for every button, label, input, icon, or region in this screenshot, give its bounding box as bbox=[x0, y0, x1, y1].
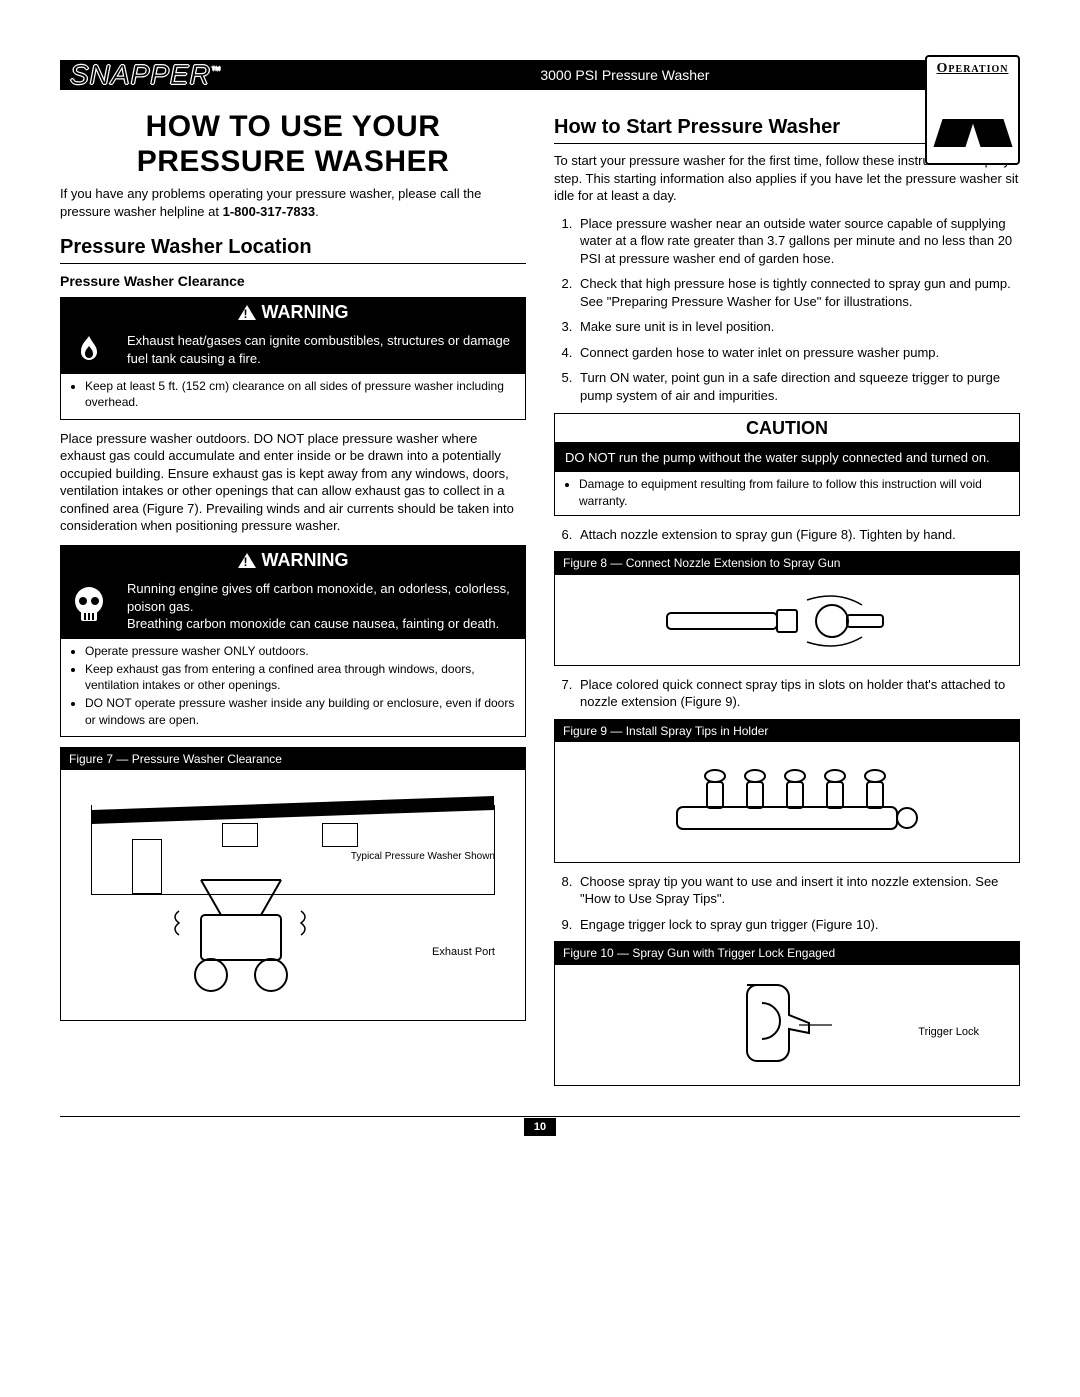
start-steps-7: Place colored quick connect spray tips i… bbox=[554, 676, 1020, 711]
product-title: 3000 PSI Pressure Washer bbox=[230, 66, 1020, 85]
section-location-heading: Pressure Washer Location bbox=[60, 234, 526, 264]
step-7: Place colored quick connect spray tips i… bbox=[576, 676, 1020, 711]
warning-clearance-box: WARNING Exhaust heat/gases can ignite co… bbox=[60, 297, 526, 420]
warning-co-bullet: DO NOT operate pressure washer inside an… bbox=[85, 695, 515, 727]
fire-icon bbox=[61, 326, 117, 374]
step-4: Connect garden hose to water inlet on pr… bbox=[576, 344, 1020, 362]
step-6: Attach nozzle extension to spray gun (Fi… bbox=[576, 526, 1020, 544]
step-3: Make sure unit is in level position. bbox=[576, 318, 1020, 336]
figure-8-caption: Figure 8 — Connect Nozzle Extension to S… bbox=[555, 552, 1019, 574]
operation-badge: Operation bbox=[925, 55, 1020, 165]
warning-clearance-text: Exhaust heat/gases can ignite combustibl… bbox=[117, 326, 525, 374]
brand-text: SNAPPER bbox=[70, 59, 211, 90]
step-9: Engage trigger lock to spray gun trigger… bbox=[576, 916, 1020, 934]
brand-logo: SNAPPER™ bbox=[60, 56, 230, 94]
page-footer: 10 bbox=[60, 1116, 1020, 1137]
page-number: 10 bbox=[524, 1118, 556, 1137]
step-2: Check that high pressure hose is tightly… bbox=[576, 275, 1020, 310]
caution-bullets: Damage to equipment resulting from failu… bbox=[555, 472, 1019, 514]
operation-badge-icon bbox=[938, 97, 1008, 147]
header-bar: SNAPPER™ 3000 PSI Pressure Washer bbox=[60, 60, 1020, 90]
figure-7-body: Typical Pressure Washer Shown Exhaust Po… bbox=[61, 770, 525, 1020]
subsection-clearance-heading: Pressure Washer Clearance bbox=[60, 272, 526, 291]
intro-suffix: . bbox=[315, 204, 319, 219]
page-title: HOW TO USE YOUR PRESSURE WASHER bbox=[60, 110, 526, 179]
warning-co-text-2: Breathing carbon monoxide can cause naus… bbox=[127, 616, 499, 631]
caution-text: DO NOT run the pump without the water su… bbox=[555, 443, 1019, 473]
warning-triangle-icon bbox=[238, 305, 256, 320]
figure-9: Figure 9 — Install Spray Tips in Holder bbox=[554, 719, 1020, 863]
figure-7-caption: Figure 7 — Pressure Washer Clearance bbox=[61, 748, 525, 770]
trademark: ™ bbox=[211, 66, 222, 77]
warning-co-bullets: Operate pressure washer ONLY outdoors. K… bbox=[61, 639, 525, 736]
figure-9-body bbox=[555, 742, 1019, 862]
caution-bullet: Damage to equipment resulting from failu… bbox=[579, 476, 1009, 508]
figure-8-body bbox=[555, 575, 1019, 665]
start-steps-1-5: Place pressure washer near an outside wa… bbox=[554, 215, 1020, 405]
start-steps-6: Attach nozzle extension to spray gun (Fi… bbox=[554, 526, 1020, 544]
warning-co-head: WARNING bbox=[61, 546, 525, 574]
warning-triangle-icon bbox=[238, 553, 256, 568]
placement-paragraph: Place pressure washer outdoors. DO NOT p… bbox=[60, 430, 526, 535]
left-column: HOW TO USE YOUR PRESSURE WASHER If you h… bbox=[60, 110, 526, 1096]
warning-co-box: WARNING Running engine gives off carbon … bbox=[60, 545, 526, 737]
figure-7-label-exhaust: Exhaust Port bbox=[432, 945, 495, 960]
intro-paragraph: If you have any problems operating your … bbox=[60, 185, 526, 220]
step-5: Turn ON water, point gun in a safe direc… bbox=[576, 369, 1020, 404]
warning-co-label: WARNING bbox=[262, 548, 349, 572]
warning-co-bullet: Operate pressure washer ONLY outdoors. bbox=[85, 643, 515, 659]
skull-icon bbox=[61, 574, 117, 639]
start-steps-8-9: Choose spray tip you want to use and ins… bbox=[554, 873, 1020, 934]
warning-clearance-head: WARNING bbox=[61, 298, 525, 326]
figure-8: Figure 8 — Connect Nozzle Extension to S… bbox=[554, 551, 1020, 665]
figure-7: Figure 7 — Pressure Washer Clearance bbox=[60, 747, 526, 1021]
figure-10-body: Trigger Lock bbox=[555, 965, 1019, 1085]
figure-10-label-trigger: Trigger Lock bbox=[918, 1025, 979, 1040]
step-8: Choose spray tip you want to use and ins… bbox=[576, 873, 1020, 908]
warning-clearance-bullet: Keep at least 5 ft. (152 cm) clearance o… bbox=[85, 378, 515, 410]
warning-clearance-label: WARNING bbox=[262, 300, 349, 324]
step-1: Place pressure washer near an outside wa… bbox=[576, 215, 1020, 268]
warning-clearance-bullets: Keep at least 5 ft. (152 cm) clearance o… bbox=[61, 374, 525, 418]
helpline-phone: 1-800-317-7833 bbox=[223, 204, 316, 219]
warning-co-bullet: Keep exhaust gas from entering a confine… bbox=[85, 661, 515, 693]
figure-10-caption: Figure 10 — Spray Gun with Trigger Lock … bbox=[555, 942, 1019, 964]
caution-box: CAUTION DO NOT run the pump without the … bbox=[554, 413, 1020, 516]
right-column: How to Start Pressure Washer To start yo… bbox=[554, 110, 1020, 1096]
warning-co-text-1: Running engine gives off carbon monoxide… bbox=[127, 581, 510, 614]
operation-badge-label: Operation bbox=[927, 60, 1018, 79]
figure-7-label-typical: Typical Pressure Washer Shown bbox=[351, 850, 495, 864]
caution-head: CAUTION bbox=[555, 414, 1019, 443]
figure-9-caption: Figure 9 — Install Spray Tips in Holder bbox=[555, 720, 1019, 742]
warning-co-text: Running engine gives off carbon monoxide… bbox=[117, 574, 525, 639]
figure-10: Figure 10 — Spray Gun with Trigger Lock … bbox=[554, 941, 1020, 1085]
